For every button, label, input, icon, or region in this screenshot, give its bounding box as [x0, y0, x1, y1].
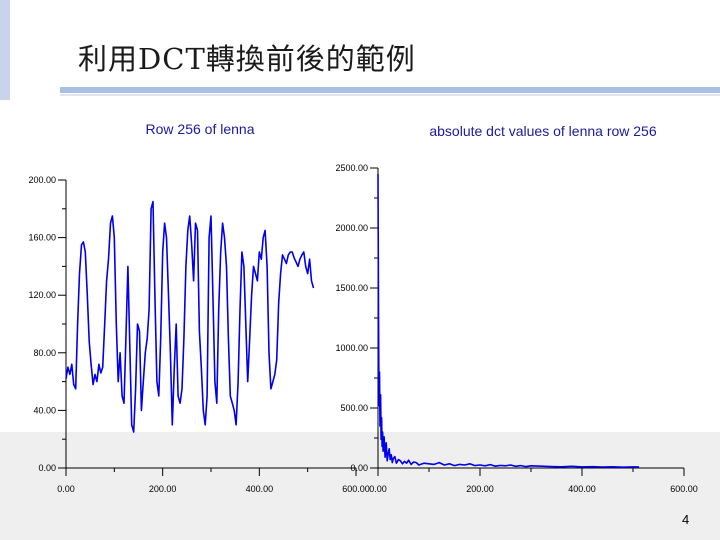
chart1-y-tick-label: 0.00	[38, 463, 56, 473]
left-accent-bar	[0, 0, 10, 100]
page-number: 4	[682, 512, 690, 527]
bottom-shade-band	[0, 432, 720, 540]
chart2-y-tick-label: 2000.00	[335, 223, 368, 233]
chart1-series-line	[65, 200, 315, 433]
chart1-y-tick-label: 40.00	[33, 405, 56, 415]
chart2-x-tick-label: 200.00	[466, 484, 494, 494]
chart1-x-tick-label: 600.00	[342, 484, 370, 494]
chart2-y-tick-label: 1500.00	[335, 283, 368, 293]
chart1-x-tick-label: 400.00	[246, 484, 274, 494]
title-underline	[60, 87, 720, 93]
chart2-y-tick-label: 1000.00	[335, 343, 368, 353]
chart2-y-tick-label: 2500.00	[335, 163, 368, 173]
chart1-y-tick-label: 120.00	[28, 290, 56, 300]
chart1-x-tick-label: 0.00	[57, 484, 75, 494]
chart1-title: Row 256 of lenna	[145, 121, 255, 137]
slide-title: 利用DCT轉換前後的範例	[78, 42, 416, 76]
chart2-y-tick-label: 500.00	[340, 403, 368, 413]
chart2-series-line	[377, 173, 640, 469]
chart2-y-tick-label: 0.00	[350, 463, 368, 473]
chart2-title: absolute dct values of lenna row 256	[429, 123, 657, 139]
chart1-x-tick-label: 200.00	[149, 484, 177, 494]
title-underline-light	[60, 94, 720, 96]
chart2-x-tick-label: 400.00	[568, 484, 596, 494]
chart1-y-tick-label: 80.00	[33, 348, 56, 358]
chart1-y-tick-label: 160.00	[28, 233, 56, 243]
chart1-y-tick-label: 200.00	[28, 175, 56, 185]
chart2-x-tick-label: 0.00	[369, 484, 387, 494]
chart2-x-tick-label: 600.00	[670, 484, 698, 494]
